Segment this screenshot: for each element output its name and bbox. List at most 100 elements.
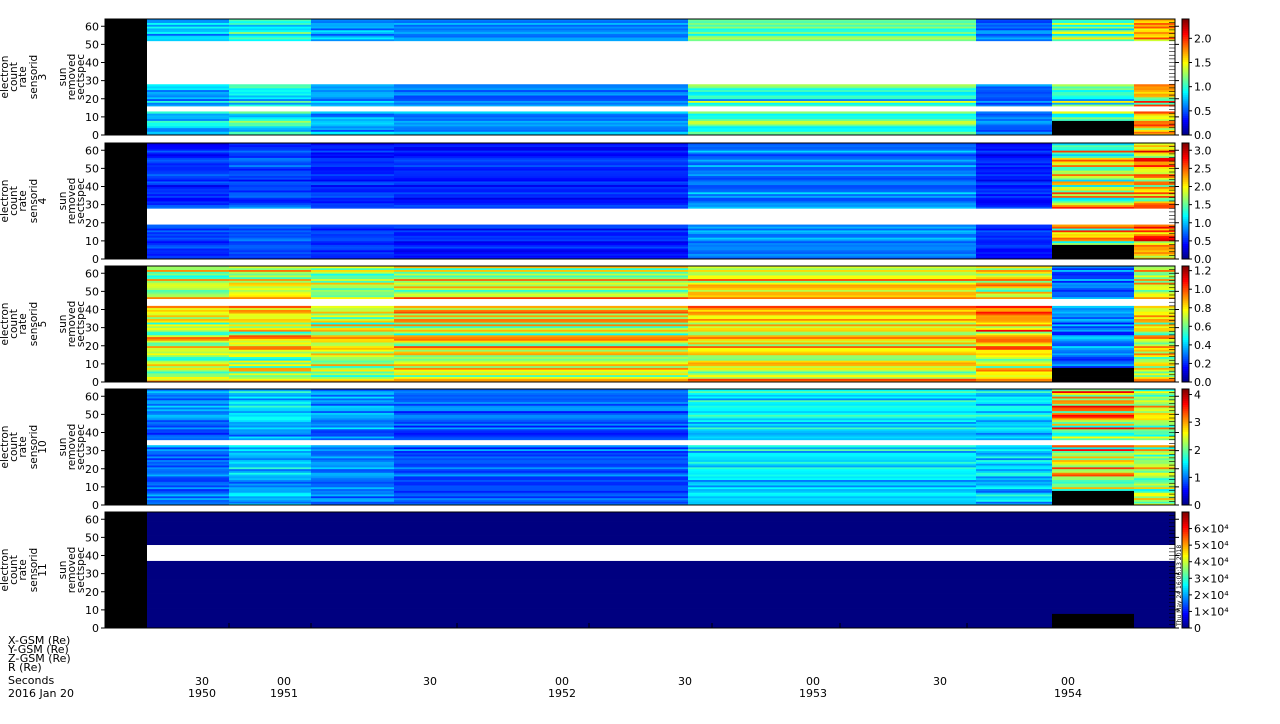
heatmap-cell [1052, 93, 1134, 96]
y-axis-label: electron [0, 426, 11, 469]
heatmap-cell [394, 624, 688, 627]
heatmap-cell [311, 19, 394, 22]
heatmap-cell [688, 318, 976, 321]
heatmap-cell [1052, 609, 1134, 613]
heatmap-cell [1134, 579, 1175, 582]
heatmap-cell [1134, 497, 1175, 500]
heatmap-cell [147, 624, 229, 627]
heatmap-cell [229, 600, 311, 604]
heatmap-cell [1052, 291, 1134, 294]
heatmap-cell [1134, 465, 1175, 468]
heatmap-cell [394, 486, 688, 490]
heatmap-cell [688, 239, 976, 242]
heatmap-cell [147, 479, 229, 482]
heatmap-cell [1052, 586, 1134, 589]
heatmap-cell [1052, 343, 1134, 347]
y-axis-label: count [8, 432, 20, 462]
y-axis-label: 4 [37, 197, 49, 204]
heatmap-cell [229, 414, 311, 417]
heatmap-cell [394, 162, 688, 166]
heatmap-cell [394, 345, 688, 348]
heatmap-cell [1134, 602, 1175, 605]
heatmap-cell [976, 118, 1052, 121]
heatmap-cell [147, 515, 229, 518]
heatmap-cell [1052, 193, 1134, 196]
colorbar-step [1182, 55, 1189, 59]
heatmap-cell [229, 398, 311, 401]
heatmap-cell [1052, 111, 1134, 114]
heatmap-cell [229, 376, 311, 379]
colorbar-step [1182, 300, 1189, 304]
heatmap-cell [976, 472, 1052, 475]
heatmap-cell [229, 244, 311, 247]
heatmap-cell [688, 358, 976, 361]
heatmap-cell [976, 316, 1052, 319]
heatmap-cell [1134, 179, 1175, 182]
heatmap-cell [311, 35, 394, 38]
heatmap-cell [688, 564, 976, 567]
heatmap-cell [688, 410, 976, 413]
heatmap-cell [976, 111, 1052, 114]
colorbar-tick-label: 0.0 [1194, 129, 1212, 142]
heatmap-cell [394, 199, 688, 202]
heatmap-cell [311, 329, 394, 332]
heatmap-cell [976, 100, 1052, 103]
heatmap-cell [1134, 161, 1175, 164]
heatmap-cell [976, 186, 1052, 189]
heatmap-cell [229, 89, 311, 92]
heatmap-cell [976, 459, 1052, 462]
heatmap-cell [229, 193, 311, 196]
colorbar-step [1182, 585, 1189, 588]
heatmap-cell [311, 231, 394, 235]
heatmap-cell [976, 602, 1052, 605]
heatmap-cell [147, 235, 229, 238]
heatmap-cell [976, 188, 1052, 191]
x-tick-label: 00 [806, 675, 820, 688]
heatmap-cell [688, 535, 976, 538]
heatmap-cell [688, 295, 976, 298]
heatmap-cell [229, 152, 311, 155]
heatmap-cell [311, 445, 394, 448]
heatmap-cell [688, 419, 976, 423]
heatmap-cell [394, 483, 688, 486]
heatmap-cell [1052, 403, 1134, 406]
heatmap-cell [394, 287, 688, 290]
heatmap-cell [688, 285, 976, 289]
heatmap-cell [688, 371, 976, 374]
heatmap-cell [229, 430, 311, 433]
heatmap-cell [394, 98, 688, 101]
colorbar-step [1182, 154, 1189, 158]
heatmap-cell [1134, 273, 1175, 276]
heatmap-cell [394, 342, 688, 345]
heatmap-cell [1052, 235, 1134, 238]
colorbar-step [1182, 493, 1189, 496]
heatmap-cell [394, 362, 688, 365]
heatmap-cell [311, 347, 394, 350]
heatmap-cell [1052, 566, 1134, 569]
heatmap-cell [229, 412, 311, 415]
heatmap-cell [311, 204, 394, 207]
heatmap-cell [1134, 282, 1175, 285]
colorbar-step [1182, 106, 1189, 109]
heatmap-cell [1052, 159, 1134, 162]
heatmap-cell [311, 143, 394, 146]
heatmap-cell [688, 182, 976, 186]
heatmap-cell [1134, 188, 1175, 191]
y-tick-label: 20 [85, 93, 99, 106]
heatmap-cell [311, 116, 394, 120]
heatmap-cell [1134, 343, 1175, 347]
colorbar-step [1182, 57, 1189, 61]
heatmap-cell [311, 586, 394, 589]
heatmap-cell [147, 526, 229, 529]
heatmap-cell [229, 251, 311, 254]
heatmap-cell [147, 418, 229, 421]
heatmap-cell [688, 490, 976, 493]
heatmap-cell [688, 586, 976, 589]
colorbar-step [1182, 287, 1189, 290]
heatmap-cell [147, 19, 229, 22]
heatmap-cell [976, 166, 1052, 169]
heatmap-cell [229, 179, 311, 182]
heatmap-cell [394, 95, 688, 98]
heatmap-cell [1134, 600, 1175, 604]
